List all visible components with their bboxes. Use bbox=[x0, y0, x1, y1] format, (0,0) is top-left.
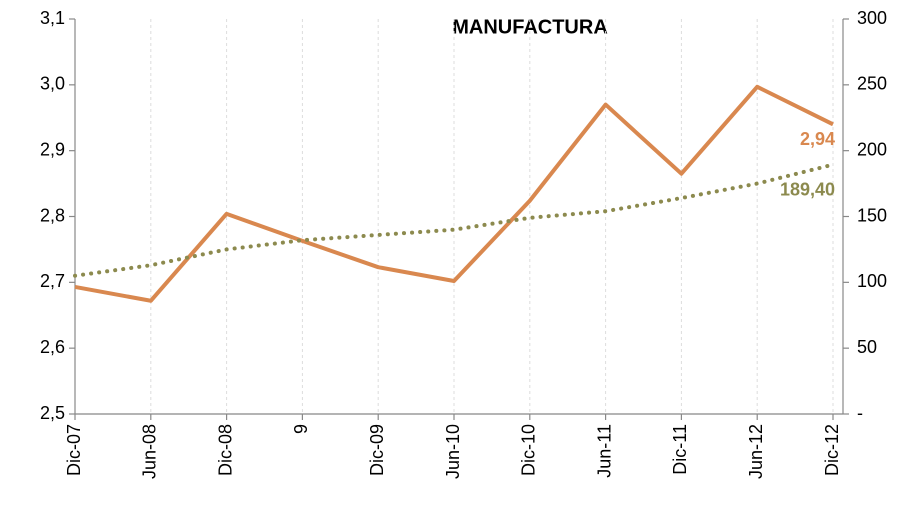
y-tick-label: 2,9 bbox=[40, 139, 65, 159]
y-tick-label: 2,7 bbox=[40, 271, 65, 291]
y-tick-label: 2,8 bbox=[40, 205, 65, 225]
y2-tick-label: 100 bbox=[857, 271, 887, 291]
x-tick-label: Dic-11 bbox=[670, 424, 690, 475]
data-label: 189,40 bbox=[780, 179, 835, 199]
x-tick-label: Jun-08 bbox=[140, 424, 160, 479]
x-tick-label: Jun-12 bbox=[746, 424, 766, 479]
x-tick-label: Jun-11 bbox=[594, 424, 614, 478]
x-tick-label: Dic-08 bbox=[215, 424, 235, 476]
y2-tick-label: 50 bbox=[857, 337, 877, 357]
y-tick-label: 3,1 bbox=[40, 8, 65, 28]
x-tick-label: Dic-12 bbox=[822, 424, 842, 476]
x-tick-label: Dic-07 bbox=[64, 424, 84, 476]
x-tick-label: Dic-09 bbox=[367, 424, 387, 476]
y2-tick-label: 200 bbox=[857, 139, 887, 159]
x-tick-label: Jun-10 bbox=[443, 424, 463, 479]
y-tick-label: 3,0 bbox=[40, 74, 65, 94]
x-tick-label: 9 bbox=[291, 424, 311, 434]
y2-tick-label: - bbox=[857, 403, 863, 423]
x-tick-label: Dic-10 bbox=[519, 424, 539, 476]
y-tick-label: 2,6 bbox=[40, 337, 65, 357]
y2-tick-label: 250 bbox=[857, 74, 887, 94]
y2-tick-label: 300 bbox=[857, 8, 887, 28]
data-label: 2,94 bbox=[800, 129, 835, 149]
series-line bbox=[74, 84, 834, 303]
y-tick-label: 2,5 bbox=[40, 403, 65, 423]
series-line bbox=[73, 162, 835, 278]
y2-tick-label: 150 bbox=[857, 205, 887, 225]
